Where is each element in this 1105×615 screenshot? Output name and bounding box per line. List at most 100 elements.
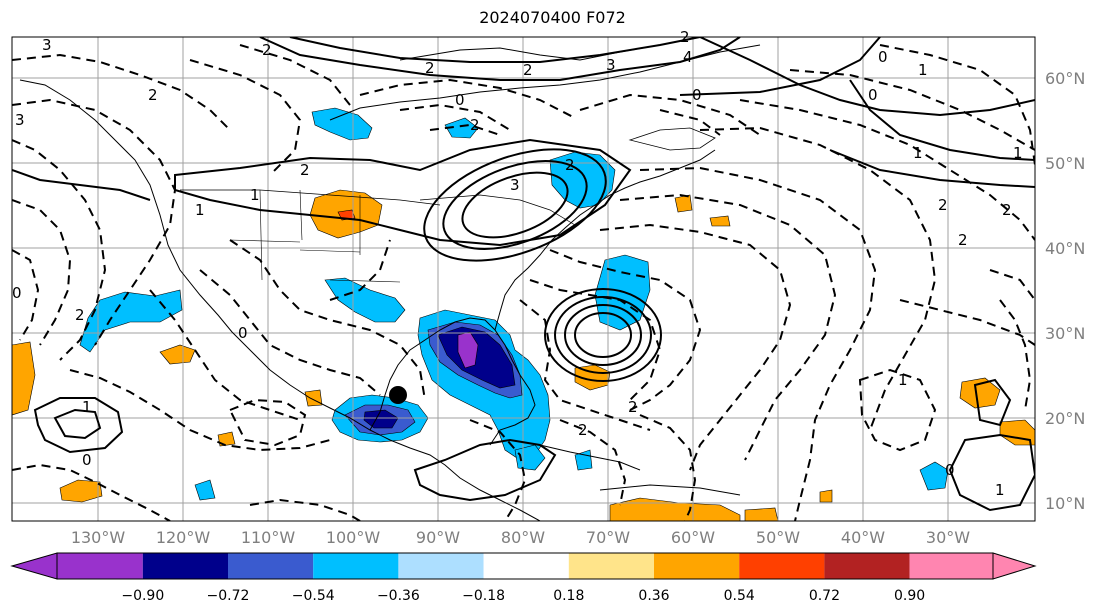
colorbar-segment xyxy=(313,553,399,579)
longitude-label: 70°W xyxy=(586,528,630,547)
contour-ne-atl xyxy=(699,37,1035,117)
contour-label: 2 xyxy=(523,61,533,79)
latitude-label: 30°N xyxy=(1045,324,1085,343)
contour-label: 0 xyxy=(692,86,702,104)
contour-label: 1 xyxy=(918,61,928,79)
contour-label: 1 xyxy=(1013,144,1023,162)
longitude-label: 130°W xyxy=(71,528,126,547)
shaded-anomaly-fields xyxy=(12,107,1035,521)
contour-low-atlantic-2 xyxy=(564,304,642,366)
colorbar-segment xyxy=(57,553,143,579)
contour-low-atlantic-4 xyxy=(544,288,662,382)
shade-blob-w-pos xyxy=(12,341,36,416)
map-title: 2024070400 F072 xyxy=(479,8,626,27)
colorbar-segment xyxy=(398,553,484,579)
contour-nw-1 xyxy=(12,169,151,201)
contour-se-2 xyxy=(973,378,1012,427)
shade-blob-greatlakes xyxy=(549,151,616,209)
colorbar-segment xyxy=(568,553,654,579)
shade-blob-gulf-peak xyxy=(457,331,479,369)
latitude-label: 40°N xyxy=(1045,239,1085,258)
longitude-label: 50°W xyxy=(756,528,800,547)
contour-label: 1 xyxy=(913,144,923,162)
contour-label: 2 xyxy=(262,41,272,59)
contour-label: 2 xyxy=(565,156,575,174)
contour-low-atlantic-1 xyxy=(574,312,632,358)
contour-label: 4 xyxy=(683,48,693,66)
colorbar-segment xyxy=(142,553,228,579)
colorbar-tick: −0.54 xyxy=(292,588,335,604)
colorbar-tick: 0.90 xyxy=(894,588,925,604)
colorbar-tick: −0.72 xyxy=(207,588,250,604)
contour-label: 2 xyxy=(578,421,588,439)
colorbar-segment xyxy=(228,553,314,579)
colorbar-ticks: −0.90 −0.72 −0.54 −0.36 −0.18 0.18 0.36 … xyxy=(121,588,925,604)
contour-label: 0 xyxy=(868,86,878,104)
contour-label: 3 xyxy=(510,176,520,194)
latitude-label: 10°N xyxy=(1045,494,1085,513)
latitude-label: 60°N xyxy=(1045,69,1085,88)
contour-w-1 xyxy=(33,397,124,454)
contour-label: 0 xyxy=(878,48,888,66)
contour-label: 3 xyxy=(42,36,52,54)
longitude-label: 90°W xyxy=(416,528,460,547)
contour-label: 0 xyxy=(82,451,92,469)
shade-blob-gulf-core xyxy=(437,326,516,389)
colorbar-tick: −0.90 xyxy=(121,588,164,604)
contour-n-2 xyxy=(289,37,701,63)
contour-label: 2 xyxy=(958,231,968,249)
contour-label: 1 xyxy=(898,371,908,389)
contour-label: 1 xyxy=(195,201,205,219)
contour-n-3 xyxy=(679,37,881,96)
colorbar-tick: 0.72 xyxy=(809,588,840,604)
colorbar-tick: 0.36 xyxy=(638,588,669,604)
longitude-label: 120°W xyxy=(156,528,211,547)
longitude-axis: 130°W 120°W 110°W 100°W 90°W 80°W 70°W 6… xyxy=(71,528,970,547)
contour-label-group: 3 2 2 2 3 2 4 0 0 0 1 1 1 2 2 2 2 3 3 2 … xyxy=(12,28,1023,499)
shade-blob-canada xyxy=(311,107,373,141)
contour-label: 2 xyxy=(628,398,638,416)
contour-label: 2 xyxy=(470,116,480,134)
colorbar-tick: 0.18 xyxy=(553,588,584,604)
contour-label: 1 xyxy=(250,186,260,204)
contour-label: 2 xyxy=(75,306,85,324)
contour-lines-dashed xyxy=(12,44,1035,521)
contour-lines xyxy=(12,37,1035,512)
shade-blob-s-pos-4 xyxy=(744,507,779,521)
colorbar-tick: 0.54 xyxy=(724,588,755,604)
contour-atl-1 xyxy=(849,79,1035,161)
colorbar-tick: −0.18 xyxy=(462,588,505,604)
contour-label: 0 xyxy=(455,91,465,109)
contour-label: 1 xyxy=(995,481,1005,499)
shade-blob-s-pos-3 xyxy=(159,344,196,365)
longitude-label: 40°W xyxy=(841,528,885,547)
shade-blob-texas xyxy=(324,277,406,323)
contour-ne-3 xyxy=(423,148,607,262)
colorbar-segment xyxy=(654,553,740,579)
shade-blob-s-pos-2 xyxy=(59,479,103,503)
colorbar-over-extend xyxy=(992,552,1037,580)
colorbar: −0.90 −0.72 −0.54 −0.36 −0.18 0.18 0.36 … xyxy=(10,552,1037,604)
shade-blob-e-pos xyxy=(959,377,1001,409)
colorbar-segment xyxy=(483,553,569,579)
latitude-axis: 60°N 50°N 40°N 30°N 20°N 10°N xyxy=(1045,69,1085,513)
shade-blob-s-pos-9 xyxy=(819,489,833,503)
shade-blob-s-pos-7 xyxy=(674,194,693,213)
shade-blob-small-3 xyxy=(574,449,593,471)
contour-label: 3 xyxy=(15,111,25,129)
contour-ne-1 xyxy=(461,171,569,239)
colorbar-segment xyxy=(824,553,910,579)
contour-label: 0 xyxy=(12,284,22,302)
colorbar-segment xyxy=(739,553,825,579)
storm-center-marker xyxy=(389,386,407,404)
plot-frame xyxy=(11,36,1036,522)
contour-carib xyxy=(413,438,557,502)
longitude-label: 30°W xyxy=(926,528,970,547)
contour-label: 0 xyxy=(945,461,955,479)
contour-se-1 xyxy=(948,433,1035,512)
contour-label: 2 xyxy=(425,59,435,77)
contour-label: 0 xyxy=(238,324,248,342)
colorbar-tick: −0.36 xyxy=(377,588,420,604)
shade-blob-pacific-1 xyxy=(79,289,183,353)
